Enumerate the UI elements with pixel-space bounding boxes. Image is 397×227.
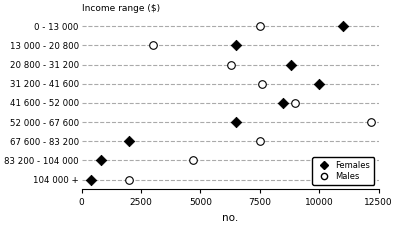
Point [292,101,299,105]
Point [287,63,294,67]
Point [256,25,263,28]
Point [126,178,132,181]
Point [368,120,375,124]
Legend: Females, Males: Females, Males [312,157,374,185]
Text: Income range ($): Income range ($) [81,4,160,13]
Point [126,140,132,143]
Point [97,159,104,162]
Point [316,82,322,86]
Point [280,101,287,105]
Point [88,178,94,181]
X-axis label: no.: no. [222,213,238,223]
Point [259,82,265,86]
Point [256,140,263,143]
Point [228,63,234,67]
Point [190,159,197,162]
Point [233,44,239,47]
Point [233,120,239,124]
Point [150,44,156,47]
Point [340,25,346,28]
